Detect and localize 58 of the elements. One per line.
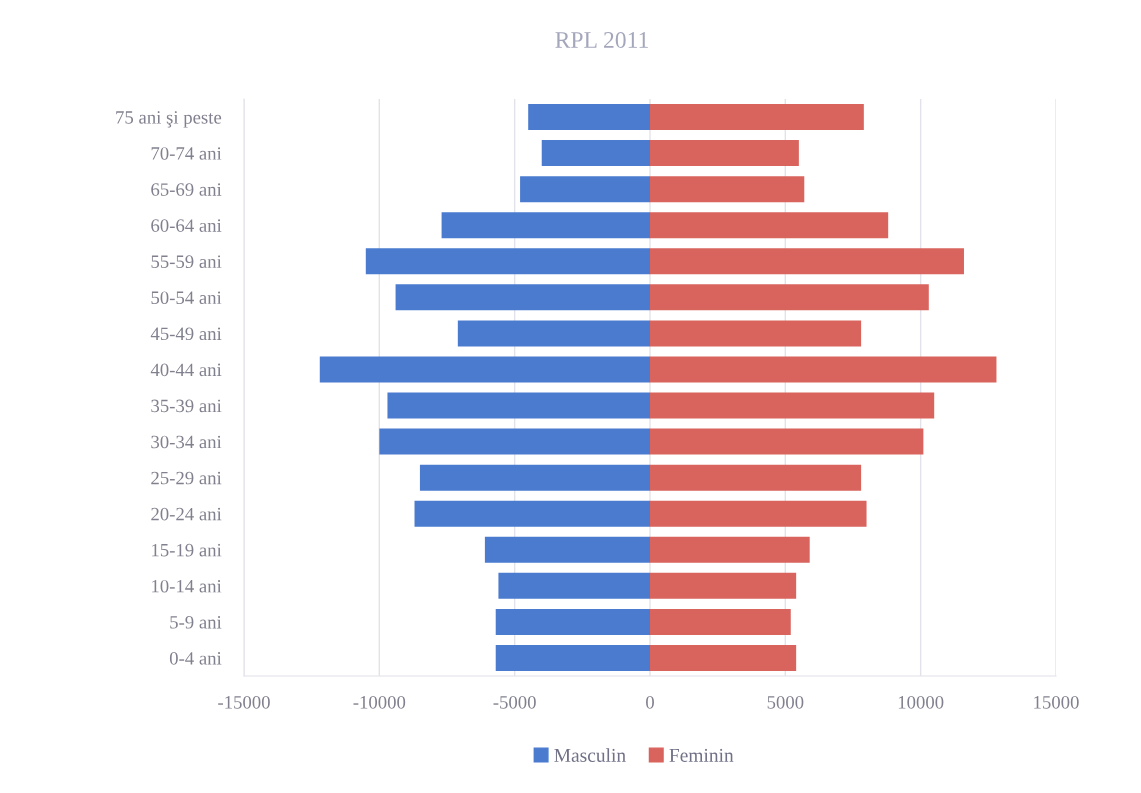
y-tick-label: 10-14 ani — [152, 579, 222, 593]
bar — [650, 464, 862, 491]
bar — [365, 248, 650, 275]
bar — [484, 536, 650, 563]
bar — [419, 464, 650, 491]
bar — [495, 608, 650, 635]
x-tick-label: 15000 — [1034, 695, 1079, 709]
x-tick-label: -10000 — [353, 695, 406, 709]
bar — [650, 608, 791, 635]
y-tick-label: 5-9 ani — [170, 616, 222, 629]
y-tick-label: 0-4 ani — [169, 652, 222, 665]
y-tick-label: 55-59 ani — [151, 255, 222, 268]
bar — [498, 572, 650, 599]
bar — [395, 284, 650, 311]
y-tick-label: 20-24 ani — [151, 507, 222, 521]
bar — [650, 320, 862, 347]
y-tick-label: 30-34 ani — [151, 435, 222, 449]
x-tick-label: -15000 — [218, 695, 270, 709]
x-tick-label: 0 — [646, 695, 654, 709]
bar — [650, 500, 867, 527]
bar — [520, 176, 650, 203]
x-tick-label: -5000 — [493, 695, 536, 709]
bar — [528, 104, 650, 131]
bar — [379, 428, 650, 455]
y-tick-label: 25-29 ani — [151, 471, 222, 485]
bar — [414, 500, 650, 527]
bar — [650, 212, 889, 239]
y-tick-label: 40-44 ani — [150, 363, 222, 377]
y-tick-label: 70-74 ani — [151, 147, 222, 160]
bar — [650, 392, 935, 419]
y-tick-label: 50-54 ani — [151, 291, 222, 305]
y-tick-label: 35-39 ani — [151, 399, 222, 413]
bar — [319, 356, 650, 383]
bar — [457, 320, 650, 347]
bar — [650, 104, 864, 131]
x-tick-label: 5000 — [767, 695, 804, 709]
legend-label: Masculin — [554, 748, 626, 762]
bar — [650, 284, 929, 311]
bar — [650, 176, 805, 203]
y-tick-label: 75 ani şi peste — [116, 111, 222, 128]
bar — [441, 212, 650, 239]
y-tick-label: 65-69 ani — [151, 183, 222, 196]
bar — [541, 140, 650, 167]
bar — [650, 644, 797, 671]
y-tick-label: 60-64 ani — [151, 219, 222, 232]
x-tick-label: 10000 — [898, 695, 944, 709]
bar — [650, 536, 810, 563]
bar — [495, 644, 650, 671]
legend-label: Feminin — [669, 748, 734, 762]
bar — [650, 140, 799, 167]
bar — [650, 248, 964, 275]
y-tick-label: 45-49 ani — [150, 327, 222, 341]
y-tick-label: 15-19 ani — [152, 543, 222, 557]
bar — [650, 356, 997, 383]
bar — [650, 572, 797, 599]
bar — [387, 392, 650, 419]
bar — [650, 428, 924, 455]
chart-title: RPL 2011 — [555, 31, 648, 48]
